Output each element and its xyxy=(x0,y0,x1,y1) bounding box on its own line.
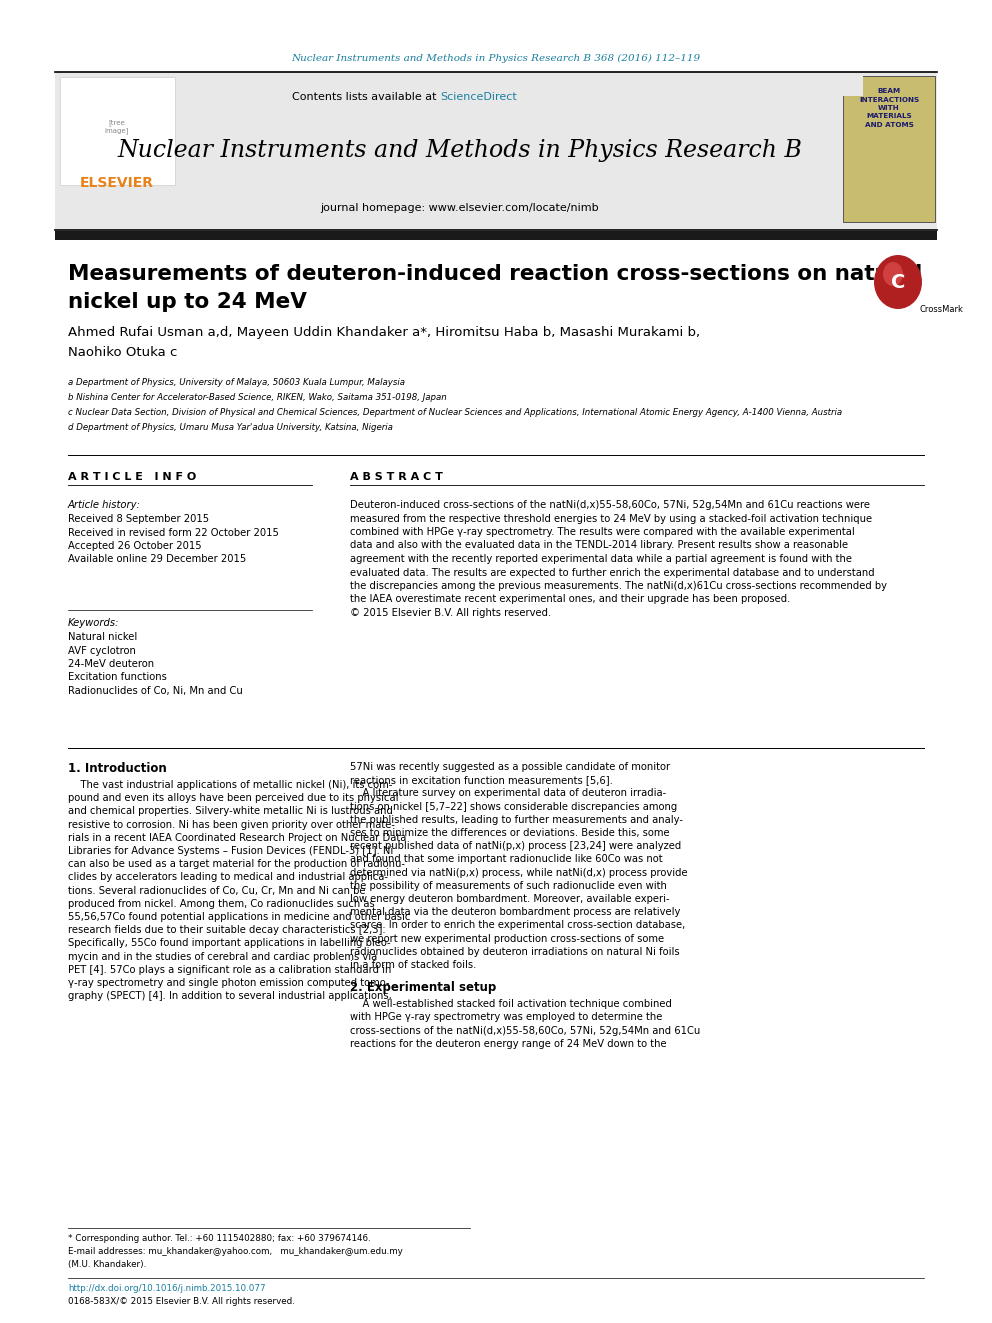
Bar xyxy=(843,75,863,97)
Text: * Corresponding author. Tel.: +60 1115402880; fax: +60 379674146.: * Corresponding author. Tel.: +60 111540… xyxy=(68,1234,371,1244)
Text: recent published data of natNi(p,x) process [23,24] were analyzed: recent published data of natNi(p,x) proc… xyxy=(350,841,682,851)
Text: Nuclear Instruments and Methods in Physics Research B 368 (2016) 112–119: Nuclear Instruments and Methods in Physi… xyxy=(292,53,700,62)
Text: mental data via the deuteron bombardment process are relatively: mental data via the deuteron bombardment… xyxy=(350,908,681,917)
Text: data and also with the evaluated data in the TENDL-2014 library. Present results: data and also with the evaluated data in… xyxy=(350,541,848,550)
Text: 24-MeV deuteron: 24-MeV deuteron xyxy=(68,659,154,669)
Text: a Department of Physics, University of Malaya, 50603 Kuala Lumpur, Malaysia: a Department of Physics, University of M… xyxy=(68,378,405,388)
Text: clides by accelerators leading to medical and industrial applica-: clides by accelerators leading to medica… xyxy=(68,872,388,882)
Text: CrossMark: CrossMark xyxy=(920,306,964,314)
Text: Contents lists available at: Contents lists available at xyxy=(292,93,440,102)
Text: Keywords:: Keywords: xyxy=(68,618,119,628)
Text: in a form of stacked foils.: in a form of stacked foils. xyxy=(350,960,476,970)
Text: and found that some important radionuclide like 60Co was not: and found that some important radionucli… xyxy=(350,855,663,864)
Bar xyxy=(60,77,175,185)
Text: [tree
image]: [tree image] xyxy=(105,120,129,134)
Text: determined via natNi(p,x) process, while natNi(d,x) process provide: determined via natNi(p,x) process, while… xyxy=(350,868,687,877)
Text: Deuteron-induced cross-sections of the natNi(d,x)55-58,60Co, 57Ni, 52g,54Mn and : Deuteron-induced cross-sections of the n… xyxy=(350,500,870,509)
Text: AVF cyclotron: AVF cyclotron xyxy=(68,646,136,655)
Ellipse shape xyxy=(874,255,922,310)
Text: Available online 29 December 2015: Available online 29 December 2015 xyxy=(68,554,246,565)
Text: d Department of Physics, Umaru Musa Yar'adua University, Katsina, Nigeria: d Department of Physics, Umaru Musa Yar'… xyxy=(68,423,393,433)
Text: 2. Experimental setup: 2. Experimental setup xyxy=(350,982,496,994)
Text: Article history:: Article history: xyxy=(68,500,141,509)
Text: http://dx.doi.org/10.1016/j.nimb.2015.10.077: http://dx.doi.org/10.1016/j.nimb.2015.10… xyxy=(68,1285,266,1293)
Text: radionuclides obtained by deuteron irradiations on natural Ni foils: radionuclides obtained by deuteron irrad… xyxy=(350,947,680,957)
Bar xyxy=(55,232,937,239)
Bar xyxy=(843,75,935,222)
Text: Excitation functions: Excitation functions xyxy=(68,672,167,683)
Text: E-mail addresses: mu_khandaker@yahoo.com,   mu_khandaker@um.edu.my: E-mail addresses: mu_khandaker@yahoo.com… xyxy=(68,1248,403,1256)
Text: Ahmed Rufai Usman a,d, Mayeen Uddin Khandaker a*, Hiromitsu Haba b, Masashi Mura: Ahmed Rufai Usman a,d, Mayeen Uddin Khan… xyxy=(68,325,700,339)
Text: 1. Introduction: 1. Introduction xyxy=(68,762,167,775)
Text: the possibility of measurements of such radionuclide even with: the possibility of measurements of such … xyxy=(350,881,667,890)
Text: with HPGe γ-ray spectrometry was employed to determine the: with HPGe γ-ray spectrometry was employe… xyxy=(350,1012,663,1023)
Text: Libraries for Advance Systems – Fusion Devices (FENDL-3) [1]. Ni: Libraries for Advance Systems – Fusion D… xyxy=(68,845,393,856)
Text: Accepted 26 October 2015: Accepted 26 October 2015 xyxy=(68,541,201,550)
Text: nickel up to 24 MeV: nickel up to 24 MeV xyxy=(68,292,307,312)
Text: and chemical properties. Silvery-white metallic Ni is lustrous and: and chemical properties. Silvery-white m… xyxy=(68,807,393,816)
Text: Naohiko Otuka c: Naohiko Otuka c xyxy=(68,347,178,359)
Text: Natural nickel: Natural nickel xyxy=(68,632,137,642)
Text: resistive to corrosion. Ni has been given priority over other mate-: resistive to corrosion. Ni has been give… xyxy=(68,820,395,830)
Text: Measurements of deuteron-induced reaction cross-sections on natural: Measurements of deuteron-induced reactio… xyxy=(68,265,923,284)
Text: mycin and in the studies of cerebral and cardiac problems via: mycin and in the studies of cerebral and… xyxy=(68,951,377,962)
Text: ELSEVIER: ELSEVIER xyxy=(80,176,154,191)
Text: Received in revised form 22 October 2015: Received in revised form 22 October 2015 xyxy=(68,528,279,537)
Text: ses to minimize the differences or deviations. Beside this, some: ses to minimize the differences or devia… xyxy=(350,828,670,837)
Text: PET [4]. 57Co plays a significant role as a calibration standard in: PET [4]. 57Co plays a significant role a… xyxy=(68,964,392,975)
Text: tions. Several radionuclides of Co, Cu, Cr, Mn and Ni can be: tions. Several radionuclides of Co, Cu, … xyxy=(68,885,365,896)
Text: agreement with the recently reported experimental data while a partial agreement: agreement with the recently reported exp… xyxy=(350,554,852,564)
Text: scarce. In order to enrich the experimental cross-section database,: scarce. In order to enrich the experimen… xyxy=(350,921,685,930)
Text: can also be used as a target material for the production of radionu-: can also be used as a target material fo… xyxy=(68,859,405,869)
Text: 0168-583X/© 2015 Elsevier B.V. All rights reserved.: 0168-583X/© 2015 Elsevier B.V. All right… xyxy=(68,1297,295,1306)
Text: A literature survey on experimental data of deuteron irradia-: A literature survey on experimental data… xyxy=(350,789,667,798)
Text: A B S T R A C T: A B S T R A C T xyxy=(350,472,442,482)
Text: b Nishina Center for Accelerator-Based Science, RIKEN, Wako, Saitama 351-0198, J: b Nishina Center for Accelerator-Based S… xyxy=(68,393,446,402)
Text: A R T I C L E   I N F O: A R T I C L E I N F O xyxy=(68,472,196,482)
Text: low energy deuteron bombardment. Moreover, available experi-: low energy deuteron bombardment. Moreove… xyxy=(350,894,670,904)
Text: the published results, leading to further measurements and analy-: the published results, leading to furthe… xyxy=(350,815,683,824)
Text: cross-sections of the natNi(d,x)55-58,60Co, 57Ni, 52g,54Mn and 61Cu: cross-sections of the natNi(d,x)55-58,60… xyxy=(350,1025,700,1036)
Text: © 2015 Elsevier B.V. All rights reserved.: © 2015 Elsevier B.V. All rights reserved… xyxy=(350,609,552,618)
Text: ScienceDirect: ScienceDirect xyxy=(440,93,517,102)
Text: A well-established stacked foil activation technique combined: A well-established stacked foil activati… xyxy=(350,999,672,1009)
Text: Specifically, 55Co found important applications in labelling bleo-: Specifically, 55Co found important appli… xyxy=(68,938,391,949)
Text: graphy (SPECT) [4]. In addition to several industrial applications,: graphy (SPECT) [4]. In addition to sever… xyxy=(68,991,392,1002)
Text: Nuclear Instruments and Methods in Physics Research B: Nuclear Instruments and Methods in Physi… xyxy=(118,139,803,161)
Text: research fields due to their suitable decay characteristics [2,3].: research fields due to their suitable de… xyxy=(68,925,386,935)
Text: reactions in excitation function measurements [5,6].: reactions in excitation function measure… xyxy=(350,775,613,785)
Text: we report new experimental production cross-sections of some: we report new experimental production cr… xyxy=(350,934,664,943)
Text: produced from nickel. Among them, Co radionuclides such as: produced from nickel. Among them, Co rad… xyxy=(68,898,375,909)
Text: measured from the respective threshold energies to 24 MeV by using a stacked-foi: measured from the respective threshold e… xyxy=(350,513,872,524)
Text: Radionuclides of Co, Ni, Mn and Cu: Radionuclides of Co, Ni, Mn and Cu xyxy=(68,687,243,696)
Text: pound and even its alloys have been perceived due to its physical: pound and even its alloys have been perc… xyxy=(68,794,399,803)
Text: tions on nickel [5,7–22] shows considerable discrepancies among: tions on nickel [5,7–22] shows considera… xyxy=(350,802,678,811)
Text: Received 8 September 2015: Received 8 September 2015 xyxy=(68,515,209,524)
Text: the discrepancies among the previous measurements. The natNi(d,x)61Cu cross-sect: the discrepancies among the previous mea… xyxy=(350,581,887,591)
Text: rials in a recent IAEA Coordinated Research Project on Nuclear Data: rials in a recent IAEA Coordinated Resea… xyxy=(68,832,407,843)
Bar xyxy=(55,71,937,230)
Text: 55,56,57Co found potential applications in medicine and other basic: 55,56,57Co found potential applications … xyxy=(68,912,411,922)
Text: c Nuclear Data Section, Division of Physical and Chemical Sciences, Department o: c Nuclear Data Section, Division of Phys… xyxy=(68,407,842,417)
Text: (M.U. Khandaker).: (M.U. Khandaker). xyxy=(68,1259,146,1269)
Text: evaluated data. The results are expected to further enrich the experimental data: evaluated data. The results are expected… xyxy=(350,568,875,578)
Text: journal homepage: www.elsevier.com/locate/nimb: journal homepage: www.elsevier.com/locat… xyxy=(320,202,599,213)
Ellipse shape xyxy=(883,262,903,286)
Text: the IAEA overestimate recent experimental ones, and their upgrade has been propo: the IAEA overestimate recent experimenta… xyxy=(350,594,791,605)
Text: 57Ni was recently suggested as a possible candidate of monitor: 57Ni was recently suggested as a possibl… xyxy=(350,762,671,773)
Text: BEAM
INTERACTIONS
WITH
MATERIALS
AND ATOMS: BEAM INTERACTIONS WITH MATERIALS AND ATO… xyxy=(859,89,920,128)
Text: combined with HPGe γ-ray spectrometry. The results were compared with the availa: combined with HPGe γ-ray spectrometry. T… xyxy=(350,527,855,537)
Text: γ-ray spectrometry and single photon emission computed tomo-: γ-ray spectrometry and single photon emi… xyxy=(68,978,390,988)
Text: C: C xyxy=(891,273,905,291)
Text: The vast industrial applications of metallic nickel (Ni), its com-: The vast industrial applications of meta… xyxy=(68,781,393,790)
Text: reactions for the deuteron energy range of 24 MeV down to the: reactions for the deuteron energy range … xyxy=(350,1039,667,1049)
